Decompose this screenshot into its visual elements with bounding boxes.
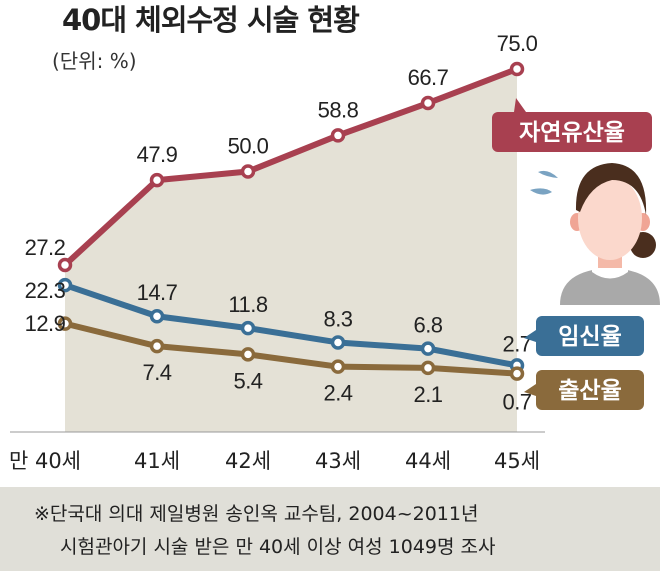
data-point (240, 347, 256, 362)
chart-title: 40대 체외수정 시술 현황 (62, 3, 360, 37)
footnote-background (0, 487, 660, 571)
x-tick-label: 42세 (225, 449, 271, 473)
data-point (149, 338, 165, 354)
data-point (330, 359, 346, 374)
data-label: 47.9 (137, 142, 178, 167)
data-label: 66.7 (408, 65, 449, 90)
data-label: 5.4 (233, 368, 262, 393)
legend-tag-1 (536, 316, 644, 356)
tag-pointer (514, 98, 526, 112)
footnote-line-2: 시험관아기 시술 받은 만 40세 이상 여성 1049명 조사 (60, 536, 496, 558)
x-tick-label: 41세 (134, 449, 180, 473)
tag-pointer (524, 330, 536, 342)
x-tick-label: 45세 (494, 449, 540, 473)
data-point (240, 320, 256, 336)
x-tick-label: 44세 (405, 449, 451, 473)
data-point (57, 257, 73, 273)
data-label: 2.7 (502, 331, 531, 356)
data-point (57, 316, 73, 331)
legend-label: 자연유산율 (519, 120, 625, 146)
data-label: 0.7 (502, 390, 531, 415)
data-label: 2.4 (323, 381, 352, 406)
legend-label: 출산율 (558, 378, 621, 404)
series-line-0 (62, 66, 519, 268)
data-label: 50.0 (228, 134, 269, 159)
data-point (420, 360, 436, 376)
data-label: 22.3 (25, 278, 66, 303)
unit-label: (단위: %) (52, 49, 137, 73)
data-label: 75.0 (497, 31, 538, 56)
data-point (149, 172, 165, 188)
area-fill (65, 69, 517, 432)
woman-illustration-icon (530, 163, 660, 305)
tag-pointer (524, 384, 536, 396)
x-tick-label: 43세 (315, 449, 361, 473)
data-point (57, 277, 73, 293)
data-label: 14.7 (137, 280, 178, 305)
series-line-1 (64, 282, 518, 369)
legend-tag-2 (536, 370, 644, 410)
legend-label: 임신율 (558, 324, 621, 350)
data-label: 2.1 (413, 382, 442, 407)
footnote-line-1: ※단국대 의대 제일병원 송인옥 교수팀, 2004~2011년 (34, 503, 478, 525)
data-label: 12.9 (25, 311, 66, 336)
data-label: 7.4 (142, 360, 171, 385)
x-tick-label: 만 40세 (9, 449, 81, 473)
data-label: 8.3 (323, 306, 352, 331)
data-point (420, 341, 436, 356)
data-label: 58.8 (318, 97, 359, 122)
data-point (330, 128, 346, 143)
data-point (509, 61, 525, 77)
legend-tag-0 (492, 112, 652, 152)
data-label: 11.8 (228, 292, 267, 317)
data-label: 27.2 (25, 235, 66, 260)
data-point (240, 164, 256, 179)
data-point (509, 366, 525, 381)
data-point (420, 95, 436, 111)
data-label: 6.8 (413, 313, 442, 338)
series-line-2 (64, 320, 518, 377)
data-point (330, 335, 346, 350)
data-point (149, 308, 165, 324)
